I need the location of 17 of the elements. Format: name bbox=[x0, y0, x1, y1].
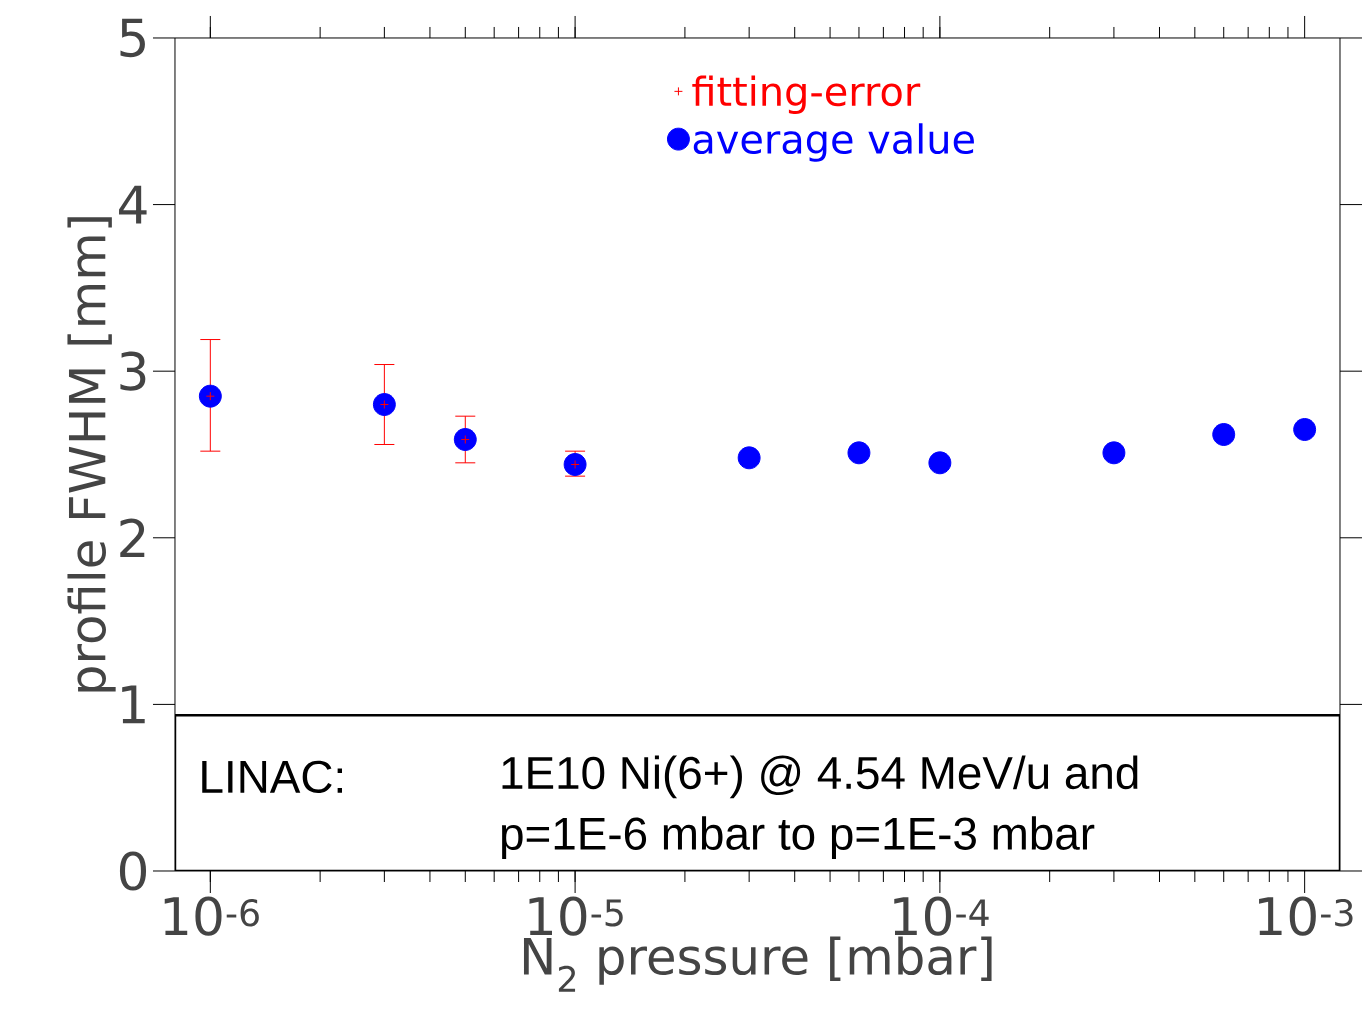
annotation: LINAC: bbox=[202, 760, 342, 794]
y-tick-label: 2 bbox=[120, 518, 145, 558]
x-axis-title: N$_{2}$ pressure [mbar] bbox=[523, 936, 992, 992]
y-tick-label: 3 bbox=[120, 351, 146, 391]
x-tick-label: 10$^{-5}$ bbox=[529, 896, 623, 936]
y-tick-label: 1 bbox=[122, 685, 145, 724]
annotation: 1E10 Ni(6+) @ 4.54 MeV/u and bbox=[502, 755, 1138, 799]
y-tick-label: 0 bbox=[119, 851, 147, 891]
legend-label: average value bbox=[693, 123, 974, 162]
y-tick-label: 4 bbox=[119, 185, 147, 224]
x-tick-label: 10$^{-4}$ bbox=[894, 896, 989, 936]
annotation: p=1E-6 mbar to p=1E-3 mbar bbox=[502, 816, 1095, 860]
x-tick-label: 10$^{-6}$ bbox=[164, 896, 259, 936]
x-tick-label: 10$^{-3}$ bbox=[1259, 896, 1353, 936]
y-axis-title: profile FWHM [mm] bbox=[67, 217, 116, 692]
y-tick-label: 5 bbox=[120, 18, 145, 58]
legend-label: fitting-error bbox=[692, 75, 921, 115]
